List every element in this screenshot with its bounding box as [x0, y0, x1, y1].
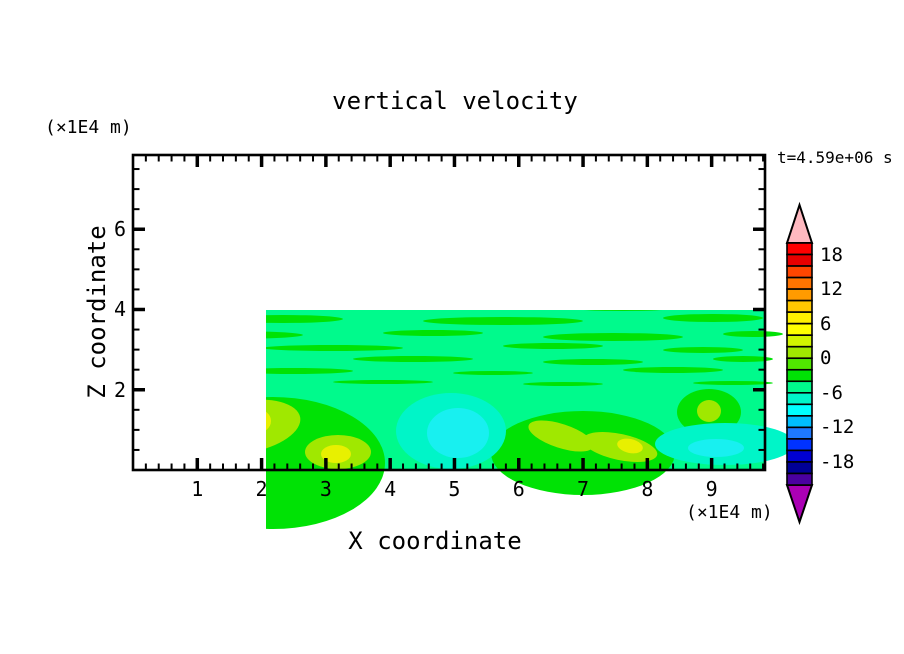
y-tick-label: 2: [113, 377, 126, 402]
time-annotation: t=4.59e+06 s: [777, 148, 893, 167]
colorbar-label: 18: [820, 243, 843, 266]
x-tick-label: 5: [448, 477, 461, 501]
x-axis-label: X coordinate: [348, 527, 522, 555]
x-tick-label: 7: [577, 477, 590, 501]
colorbar-label: -6: [820, 381, 843, 404]
colorbar-label: -18: [820, 450, 855, 473]
x-axis-units: (×1E4 m): [686, 502, 773, 523]
colorbar-label: 12: [820, 278, 843, 301]
x-tick-label: 2: [255, 477, 268, 501]
colorbar-label: -12: [820, 416, 855, 439]
x-tick-label: 4: [384, 477, 397, 501]
x-tick-label: 9: [705, 477, 718, 501]
y-tick-label: 4: [113, 297, 126, 322]
y-tick-label: 6: [113, 217, 126, 242]
colorbar-label: 6: [820, 312, 832, 335]
colorbar-label: 0: [820, 347, 832, 370]
plot-title: vertical velocity: [332, 87, 578, 115]
x-tick-label: 3: [319, 477, 332, 501]
y-axis-units: (×1E4 m): [45, 117, 132, 138]
x-tick-label: 1: [191, 477, 204, 501]
x-tick-label: 8: [641, 477, 654, 501]
x-tick-label: 6: [512, 477, 525, 501]
